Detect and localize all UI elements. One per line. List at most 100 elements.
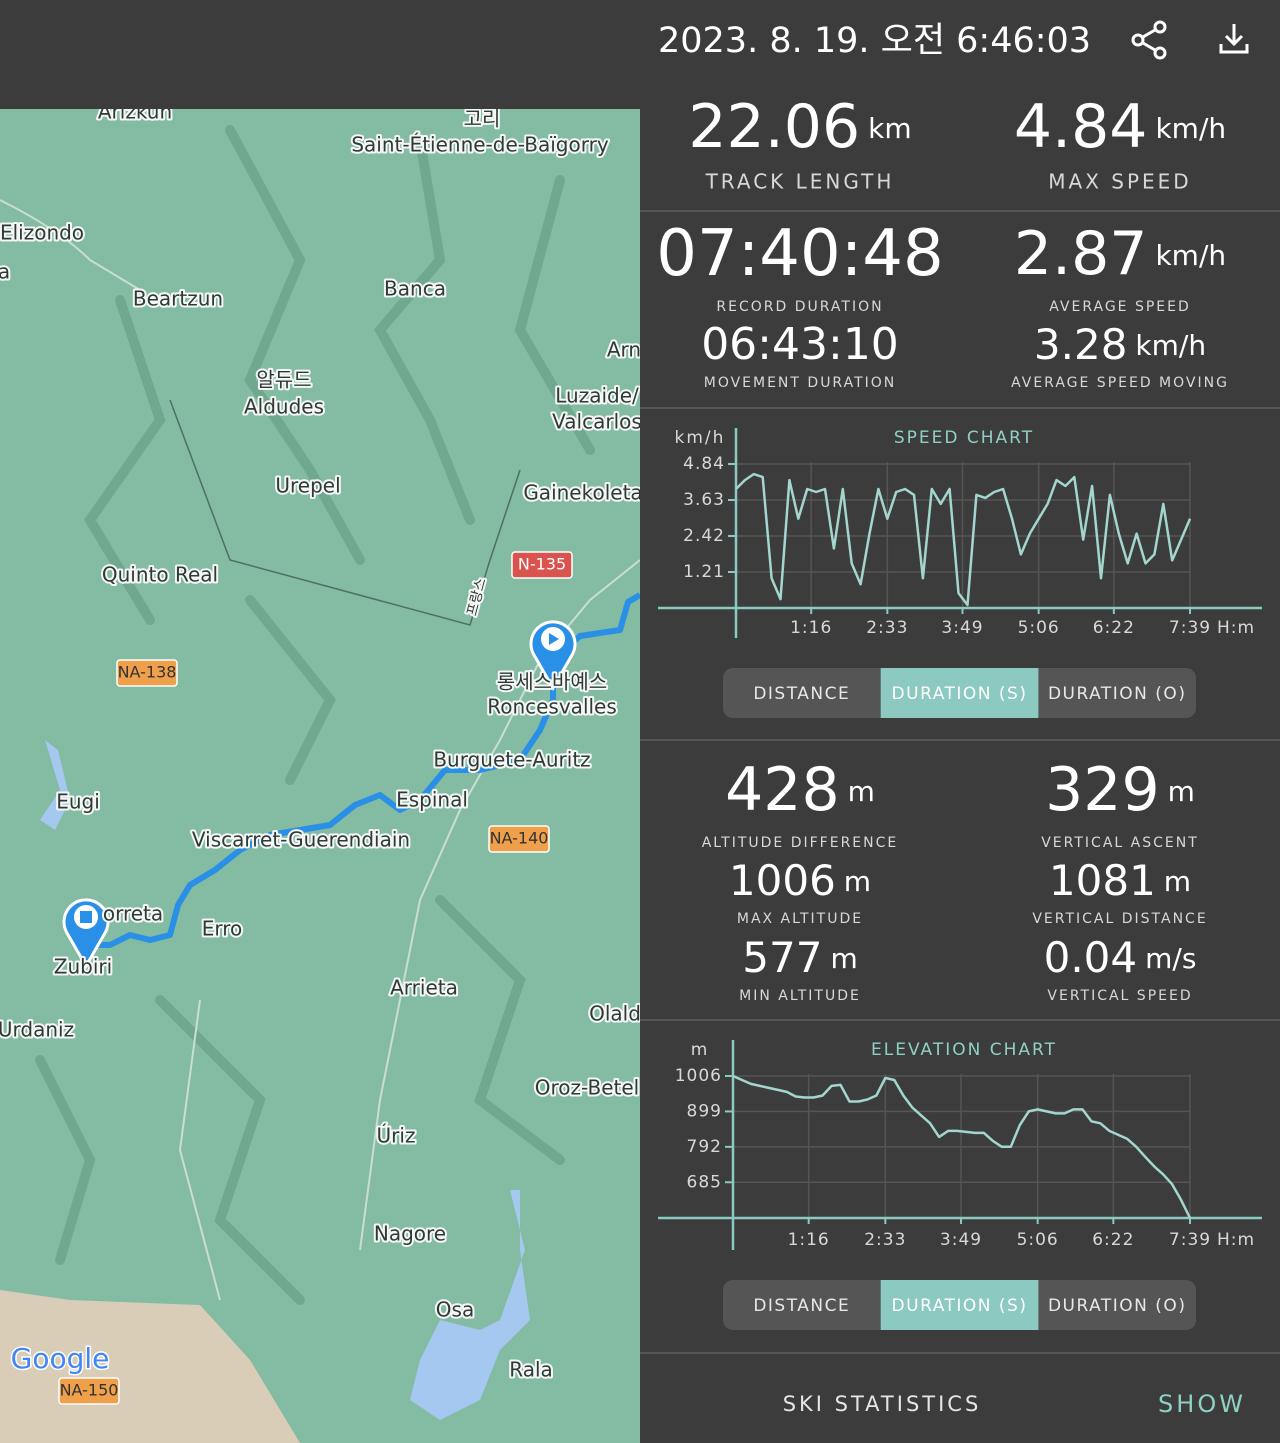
stat-value: 3.28 km/h — [1034, 320, 1206, 369]
map-label: Banca — [384, 277, 446, 301]
stat-number: 0.04 — [1044, 933, 1138, 982]
stat-label: AVERAGE SPEED — [1049, 299, 1191, 315]
y-tick-label: 1006 — [675, 1066, 722, 1086]
stat-number: 06:43:10 — [701, 319, 899, 370]
segment-active — [880, 1280, 1039, 1330]
map-label: Aldudes — [244, 395, 324, 419]
stat-number: 577 — [742, 933, 822, 982]
map-label: Urdaniz — [0, 1018, 74, 1042]
stat-label: MIN ALTITUDE — [739, 988, 861, 1004]
chart-title: SPEED CHART — [894, 428, 1034, 448]
map-label: Nagore — [374, 1222, 446, 1246]
stat-value: 06:43:10 — [701, 319, 899, 370]
y-tick-label: 4.84 — [683, 454, 725, 474]
start-pin[interactable] — [529, 620, 577, 692]
stat-value: 1081 m — [1049, 856, 1191, 905]
map-label: Valcarlos — [552, 410, 642, 434]
stat-number: 07:40:48 — [656, 217, 943, 291]
stat-number: 428 — [725, 755, 840, 825]
stat-number: 1006 — [729, 856, 836, 905]
stat-label: MOVEMENT DURATION — [704, 375, 897, 391]
map-label: Arizkun — [98, 100, 172, 124]
stat-label: ALTITUDE DIFFERENCE — [702, 835, 899, 851]
map-label: 알듀드 — [256, 368, 311, 392]
map-label: Saint-Étienne-de-Baïgorry — [351, 133, 609, 157]
road-shield — [488, 825, 550, 853]
map-label: Beartzun — [133, 287, 223, 311]
stat-label: VERTICAL ASCENT — [1041, 835, 1199, 851]
stat-number: 329 — [1045, 755, 1160, 825]
map-label: 고리 — [464, 107, 501, 131]
stat-value: 329 m — [1045, 755, 1195, 825]
stat-label: MAX ALTITUDE — [737, 911, 863, 927]
map-label: Burguete-Auritz — [433, 748, 590, 772]
map-label: Rala — [509, 1358, 553, 1382]
road-shield-label: NA-138 — [118, 663, 177, 682]
road-shield-label: NA-150 — [60, 1381, 119, 1400]
stat-label: RECORD DURATION — [716, 299, 883, 315]
stat-value: 22.06 km — [688, 92, 911, 162]
road-shield — [511, 551, 573, 579]
google-logo: Google — [11, 1342, 110, 1375]
x-tick-label: 5:06 — [1018, 618, 1060, 638]
stat-number: 3.28 — [1034, 320, 1128, 369]
road-shield — [116, 659, 178, 687]
x-tick-label: 2:33 — [866, 618, 908, 638]
datetime: 2023. 8. 19. 오전 6:46:03 — [658, 21, 1091, 61]
x-tick-label: 3:49 — [940, 1230, 982, 1250]
map-label: Oroz-Betel — [535, 1076, 640, 1100]
x-tick-label: 7:39 — [1169, 1230, 1211, 1250]
map-label: 롱세스바예스 — [497, 670, 607, 694]
stat-unit: m/s — [1145, 942, 1196, 975]
stat-unit: km/h — [1155, 239, 1226, 272]
stat-value: 2.87 km/h — [1014, 219, 1226, 289]
download-button[interactable] — [1219, 24, 1249, 54]
y-tick-label: 3.63 — [683, 490, 725, 510]
segment-button[interactable]: DISTANCE — [753, 1296, 850, 1316]
stat-label: VERTICAL SPEED — [1047, 988, 1192, 1004]
y-tick-label: 1.21 — [683, 562, 725, 582]
y-tick-label: 685 — [687, 1172, 722, 1192]
x-tick-label: 5:06 — [1017, 1230, 1059, 1250]
stat-number: 4.84 — [1014, 92, 1148, 162]
map-label: Úriz — [377, 1124, 416, 1148]
stat-value: 07:40:48 — [656, 217, 943, 291]
map-label: Olald — [589, 1002, 641, 1026]
stat-value: 1006 m — [729, 856, 871, 905]
x-tick-label: 6:22 — [1093, 618, 1135, 638]
stat-unit: m — [848, 775, 875, 808]
show-button[interactable]: SHOW — [1158, 1390, 1246, 1418]
segment-button[interactable]: DURATION (O) — [1048, 1296, 1187, 1316]
x-tick-label: 7:39 — [1169, 618, 1211, 638]
stat-unit: km — [868, 112, 912, 145]
segment-active — [880, 668, 1039, 718]
road-shield-label: N-135 — [518, 555, 566, 574]
end-pin[interactable] — [62, 898, 110, 970]
stat-unit: m — [830, 942, 857, 975]
stat-value: 428 m — [725, 755, 875, 825]
map-label: Gainekoleta — [523, 481, 642, 505]
road-shield — [58, 1377, 120, 1405]
share-button[interactable] — [1131, 20, 1167, 60]
segment-button[interactable]: DISTANCE — [753, 684, 850, 704]
segment-button[interactable]: DURATION (S) — [892, 1296, 1028, 1316]
x-axis-unit: H:m — [1217, 618, 1255, 638]
stat-value: 0.04 m/s — [1044, 933, 1197, 982]
stat-number: 22.06 — [688, 92, 860, 162]
stat-unit: km/h — [1155, 112, 1226, 145]
map-label: Espinal — [396, 788, 468, 812]
y-axis-unit: km/h — [675, 428, 726, 448]
segment-button[interactable]: DURATION (S) — [892, 684, 1028, 704]
x-tick-label: 3:49 — [941, 618, 983, 638]
map-label: a — [0, 260, 10, 284]
map-label: orreta — [103, 902, 163, 926]
y-tick-label: 2.42 — [683, 526, 725, 546]
segment-button[interactable]: DURATION (O) — [1048, 684, 1187, 704]
stat-unit: m — [1164, 865, 1191, 898]
chart-title: ELEVATION CHART — [871, 1040, 1057, 1060]
stat-value: 577 m — [742, 933, 857, 982]
map-label: Arrieta — [390, 976, 458, 1000]
stat-label: TRACK LENGTH — [705, 170, 895, 194]
